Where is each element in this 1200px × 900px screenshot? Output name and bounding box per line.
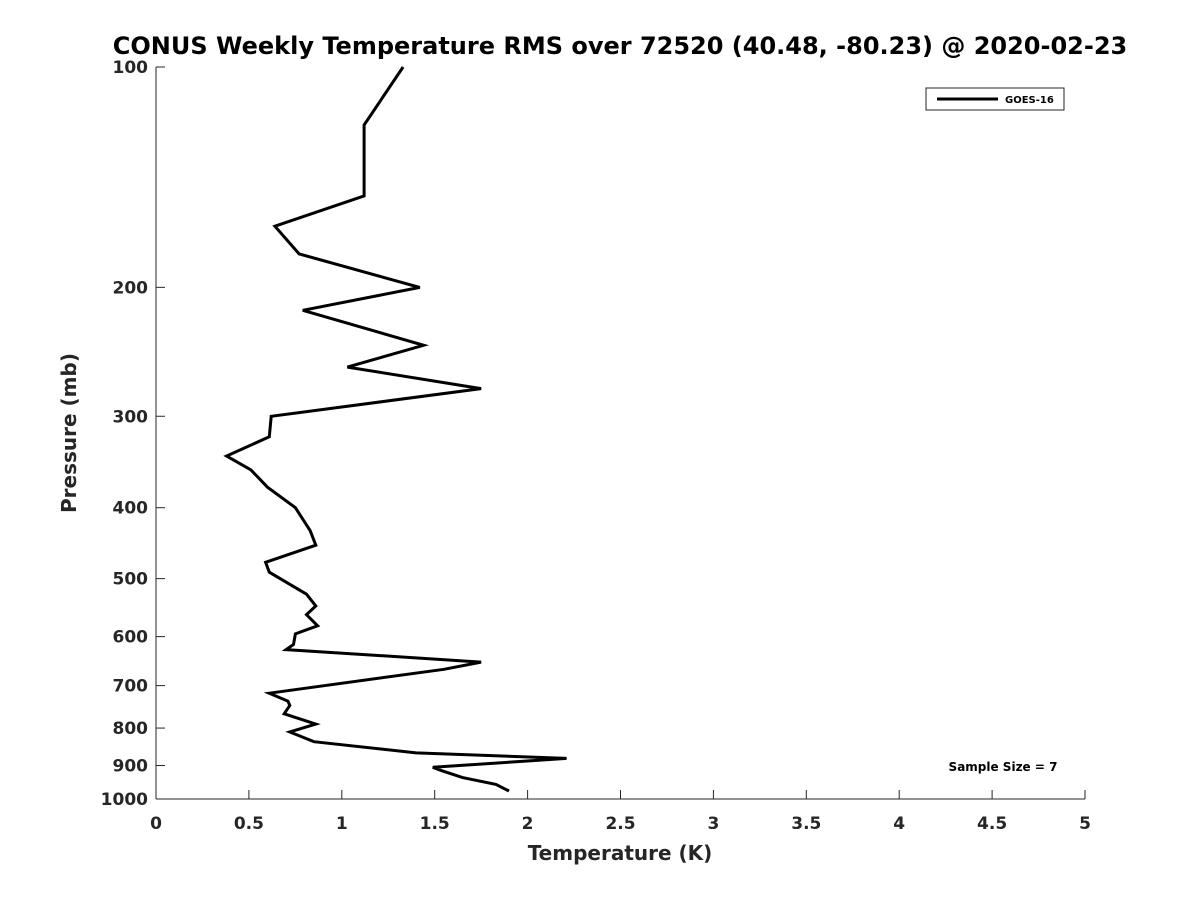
x-tick-label: 0 <box>150 814 162 834</box>
legend: GOES-16 <box>925 87 1065 111</box>
x-tick-label: 4.5 <box>977 814 1007 834</box>
x-ticks: 0 0.5 1 1.5 2 2.5 3 3.5 4 4.5 5 <box>150 790 1091 834</box>
y-tick-label: 1000 <box>101 790 148 810</box>
series-line-goes-16 <box>223 66 567 793</box>
plot-area: 0 0.5 1 1.5 2 2.5 3 3.5 4 4.5 5 100 200 300 400 500 600… <box>101 58 1091 834</box>
x-tick-label: 5 <box>1079 814 1091 834</box>
x-tick-label: 1 <box>336 814 348 834</box>
y-tick-label: 200 <box>113 278 149 298</box>
legend-label-goes-16: GOES-16 <box>1005 95 1054 106</box>
y-ticks: 100 200 300 400 500 600 700 800 900 1000 <box>101 58 165 810</box>
y-tick-label: 400 <box>113 499 149 519</box>
y-tick-label: 300 <box>113 407 149 427</box>
series-layer <box>223 66 567 793</box>
y-tick-label: 600 <box>113 628 149 648</box>
chart-title: CONUS Weekly Temperature RMS over 72520 … <box>113 32 1127 60</box>
x-axis-label: Temperature (K) <box>528 841 713 865</box>
y-tick-label: 900 <box>113 757 149 777</box>
x-tick-label: 3 <box>707 814 719 834</box>
y-tick-label: 500 <box>113 570 149 590</box>
y-axis-label: Pressure (mb) <box>57 353 81 513</box>
y-tick-label: 800 <box>113 719 149 739</box>
x-tick-label: 0.5 <box>234 814 264 834</box>
plot-background <box>156 67 1085 799</box>
x-tick-label: 2.5 <box>605 814 635 834</box>
y-tick-label: 100 <box>113 58 149 78</box>
x-tick-label: 2 <box>522 814 534 834</box>
sample-size-annotation: Sample Size = 7 <box>949 760 1058 774</box>
x-tick-label: 4 <box>893 814 905 834</box>
y-tick-label: 700 <box>113 677 149 697</box>
x-tick-label: 3.5 <box>791 814 821 834</box>
x-tick-label: 1.5 <box>420 814 450 834</box>
